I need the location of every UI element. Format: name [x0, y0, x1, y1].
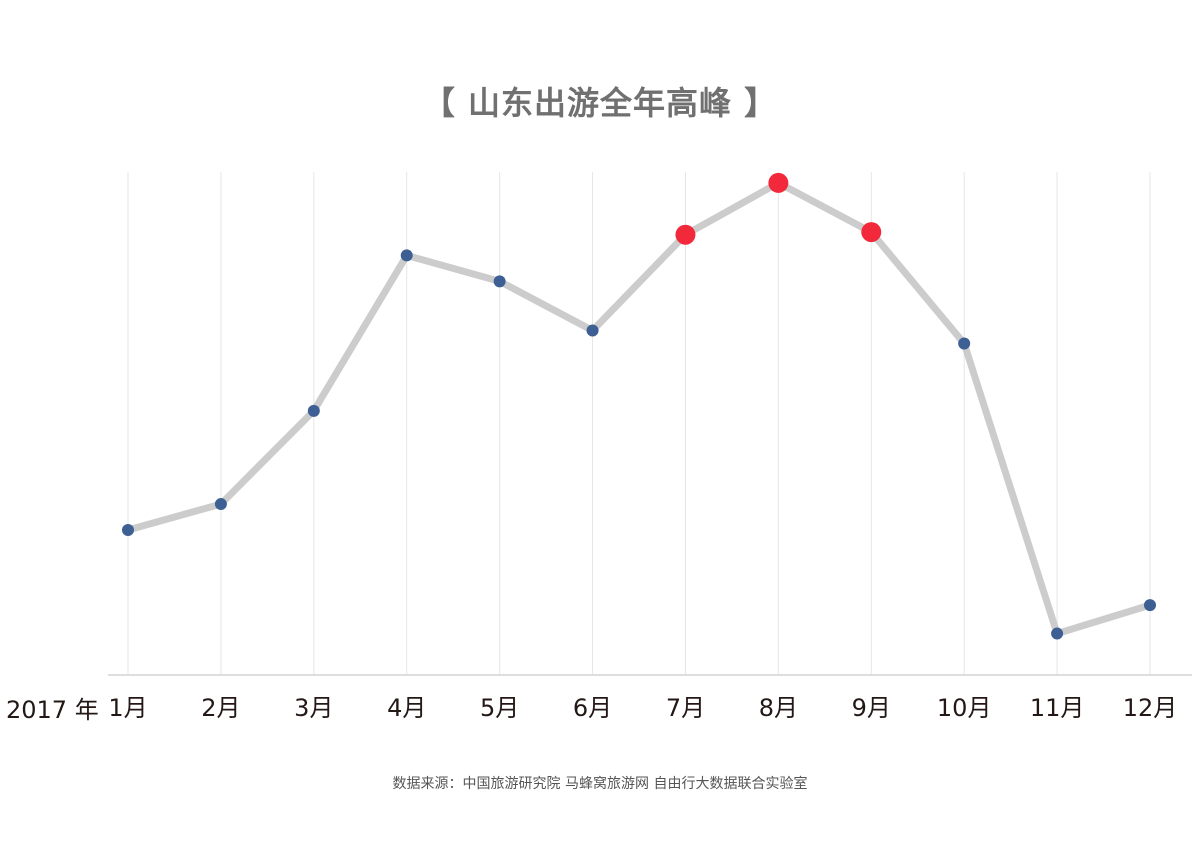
data-point — [122, 523, 134, 536]
x-tick-label: 9月 — [852, 694, 891, 722]
grid-lines — [127, 172, 1151, 675]
x-tick-label: 1月 — [108, 694, 147, 722]
data-points — [122, 172, 1156, 640]
x-tick-label: 7月 — [666, 694, 705, 722]
x-tick-label: 8月 — [759, 694, 798, 722]
x-tick-label: 12月 — [1123, 694, 1178, 722]
x-tick-label: 11月 — [1030, 694, 1085, 722]
data-point — [958, 337, 971, 350]
series-polyline — [124, 179, 1154, 638]
x-tick-label: 5月 — [480, 694, 519, 722]
data-point — [1051, 627, 1064, 640]
data-point — [493, 275, 506, 288]
data-point — [400, 249, 413, 262]
peak-data-point — [675, 224, 696, 245]
year-label: 2017 年 — [6, 696, 99, 724]
chart-title: 【 山东出游全年高峰 】 — [422, 84, 778, 122]
x-tick-label: 10月 — [937, 694, 992, 722]
x-tick-label: 3月 — [294, 694, 333, 722]
x-tick-label: 4月 — [387, 694, 426, 722]
data-point — [214, 498, 227, 511]
data-point — [1144, 599, 1156, 612]
series-line — [124, 179, 1154, 638]
data-point — [307, 404, 320, 417]
peak-data-point — [861, 222, 882, 243]
data-point — [586, 324, 599, 337]
source-note: 数据来源：中国旅游研究院 马蜂窝旅游网 自由行大数据联合实验室 — [392, 776, 808, 792]
x-tick-labels: 1月 2月 3月 4月 5月 6月 7月 8月 9月 10月 11月 12月 — [108, 694, 1177, 722]
peak-data-point — [768, 172, 789, 193]
x-tick-label: 6月 — [573, 694, 612, 722]
x-tick-label: 2月 — [201, 694, 240, 722]
